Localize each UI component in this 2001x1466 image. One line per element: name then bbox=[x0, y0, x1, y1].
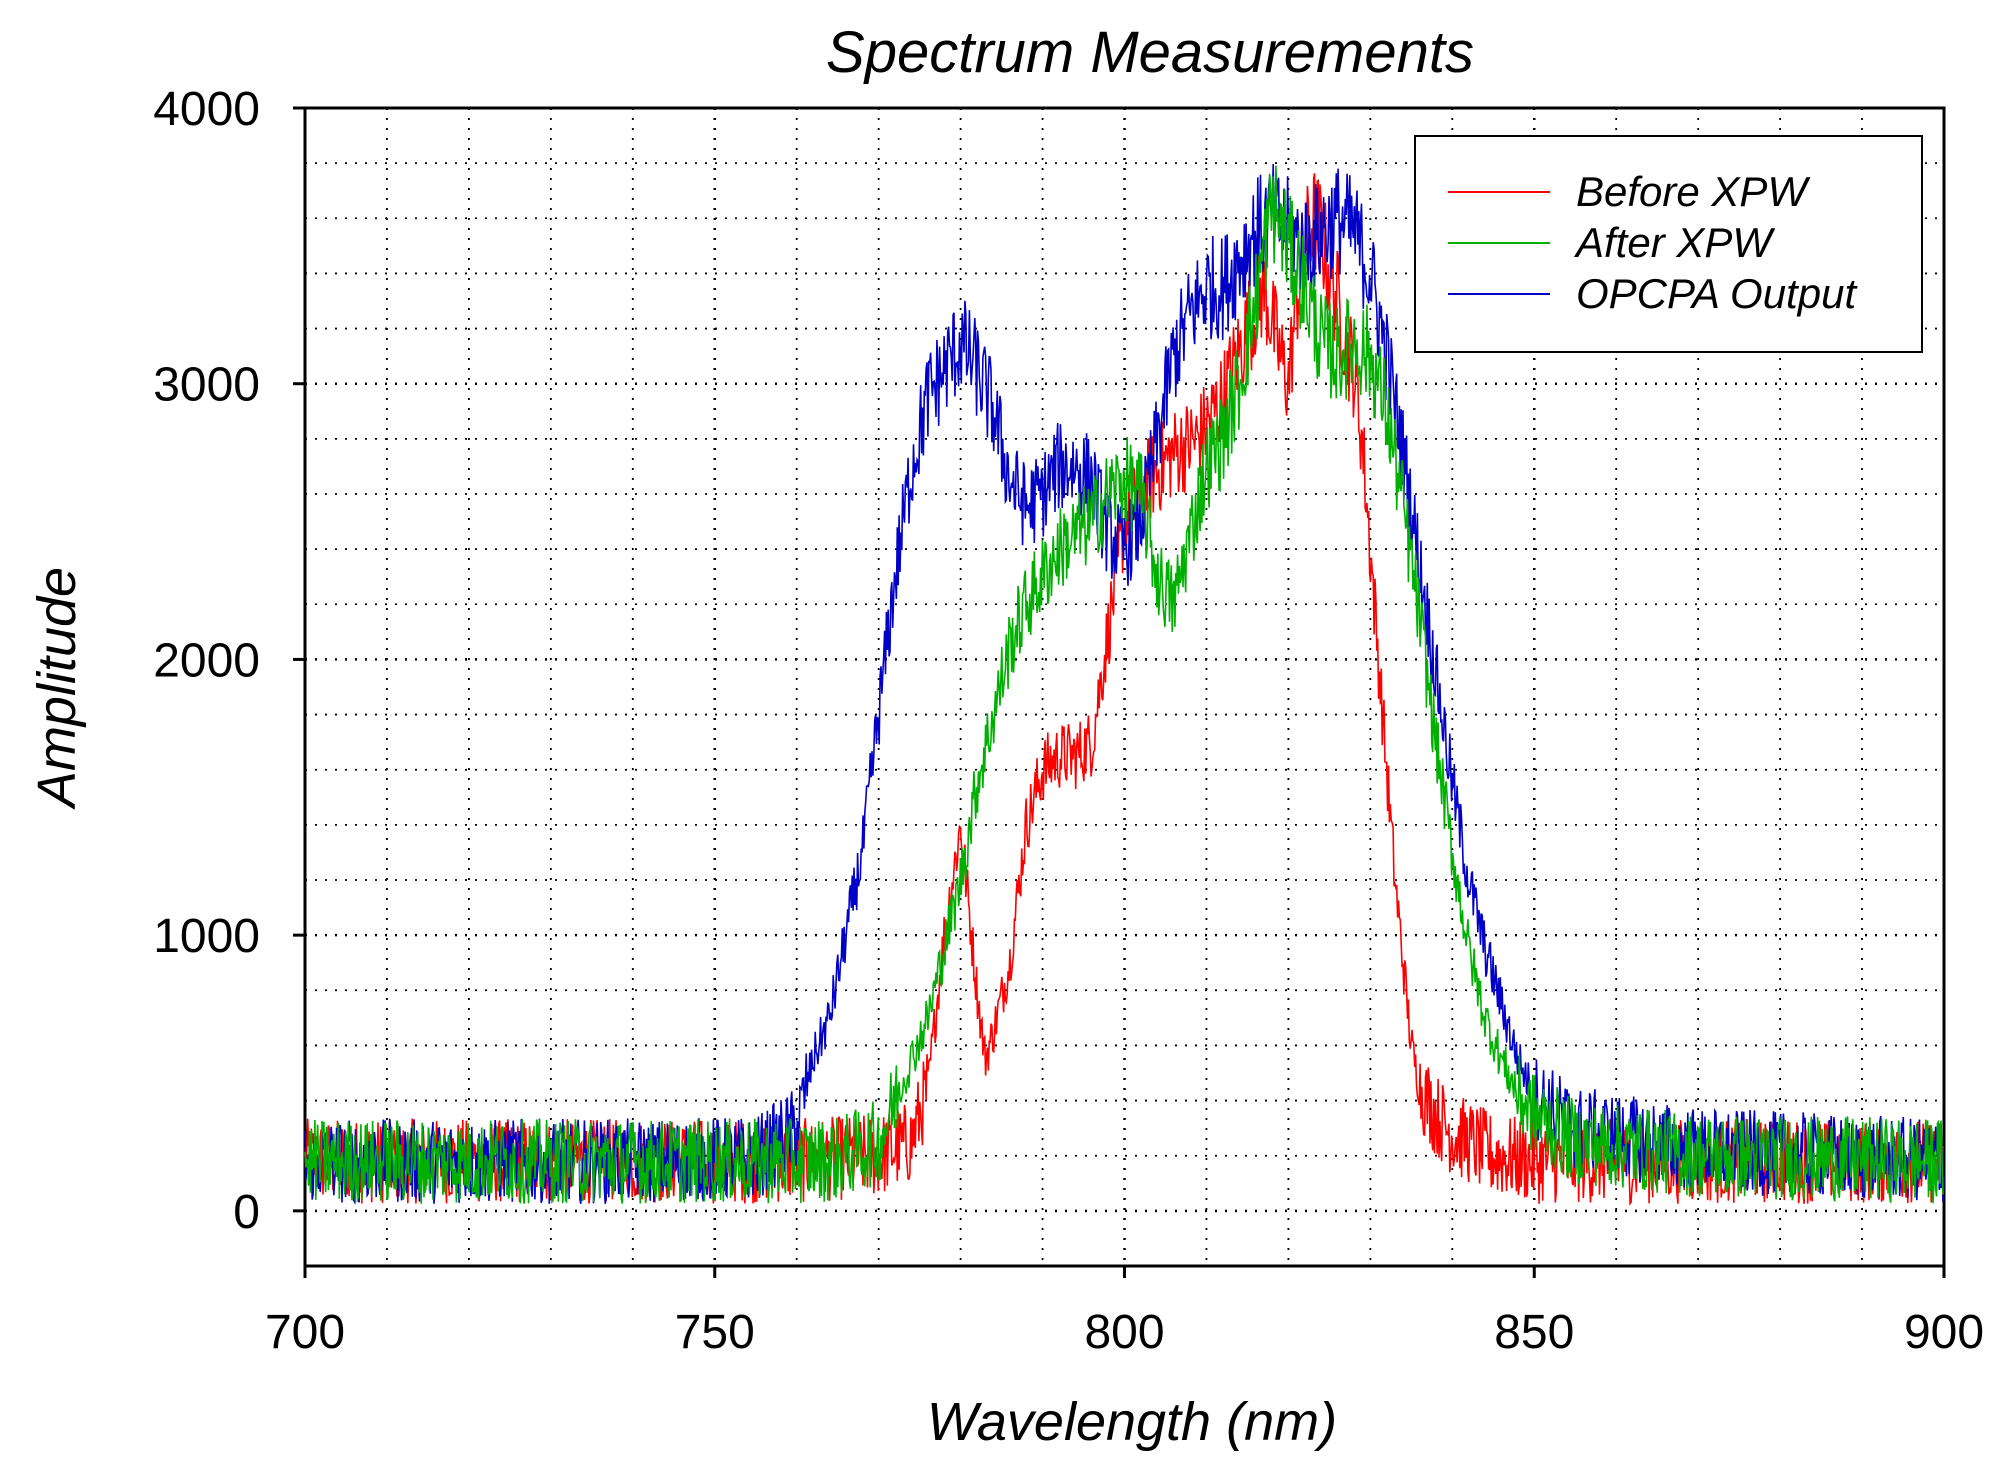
x-tick-label: 750 bbox=[675, 1306, 755, 1359]
legend-label-opcpa-output: OPCPA Output bbox=[1576, 270, 1858, 317]
y-tick-label: 0 bbox=[233, 1186, 260, 1239]
y-axis-title: Amplitude bbox=[27, 567, 87, 810]
x-axis-title: Wavelength (nm) bbox=[927, 1392, 1337, 1452]
x-tick-label: 700 bbox=[265, 1306, 345, 1359]
series-line-after-xpw bbox=[304, 165, 1945, 1204]
chart-title: Spectrum Measurements bbox=[826, 20, 1474, 85]
legend-label-before-xpw: Before XPW bbox=[1576, 168, 1810, 215]
x-tick-label: 850 bbox=[1494, 1306, 1574, 1359]
x-tick-labels: 700 750 800 850 900 bbox=[265, 1306, 1984, 1359]
x-tick-label: 900 bbox=[1904, 1306, 1984, 1359]
x-tick-label: 800 bbox=[1084, 1306, 1164, 1359]
y-tick-label: 1000 bbox=[153, 910, 260, 963]
legend-label-after-xpw: After XPW bbox=[1573, 219, 1775, 266]
axis-ticks bbox=[293, 106, 1946, 1278]
series-line-opcpa-output bbox=[304, 163, 1945, 1205]
y-tick-label: 4000 bbox=[153, 83, 260, 136]
legend: Before XPW After XPW OPCPA Output bbox=[1414, 135, 1923, 353]
y-tick-labels: 0 1000 2000 3000 4000 bbox=[153, 83, 260, 1239]
series-layer bbox=[304, 163, 1945, 1206]
y-tick-label: 2000 bbox=[153, 634, 260, 687]
y-tick-label: 3000 bbox=[153, 359, 260, 412]
